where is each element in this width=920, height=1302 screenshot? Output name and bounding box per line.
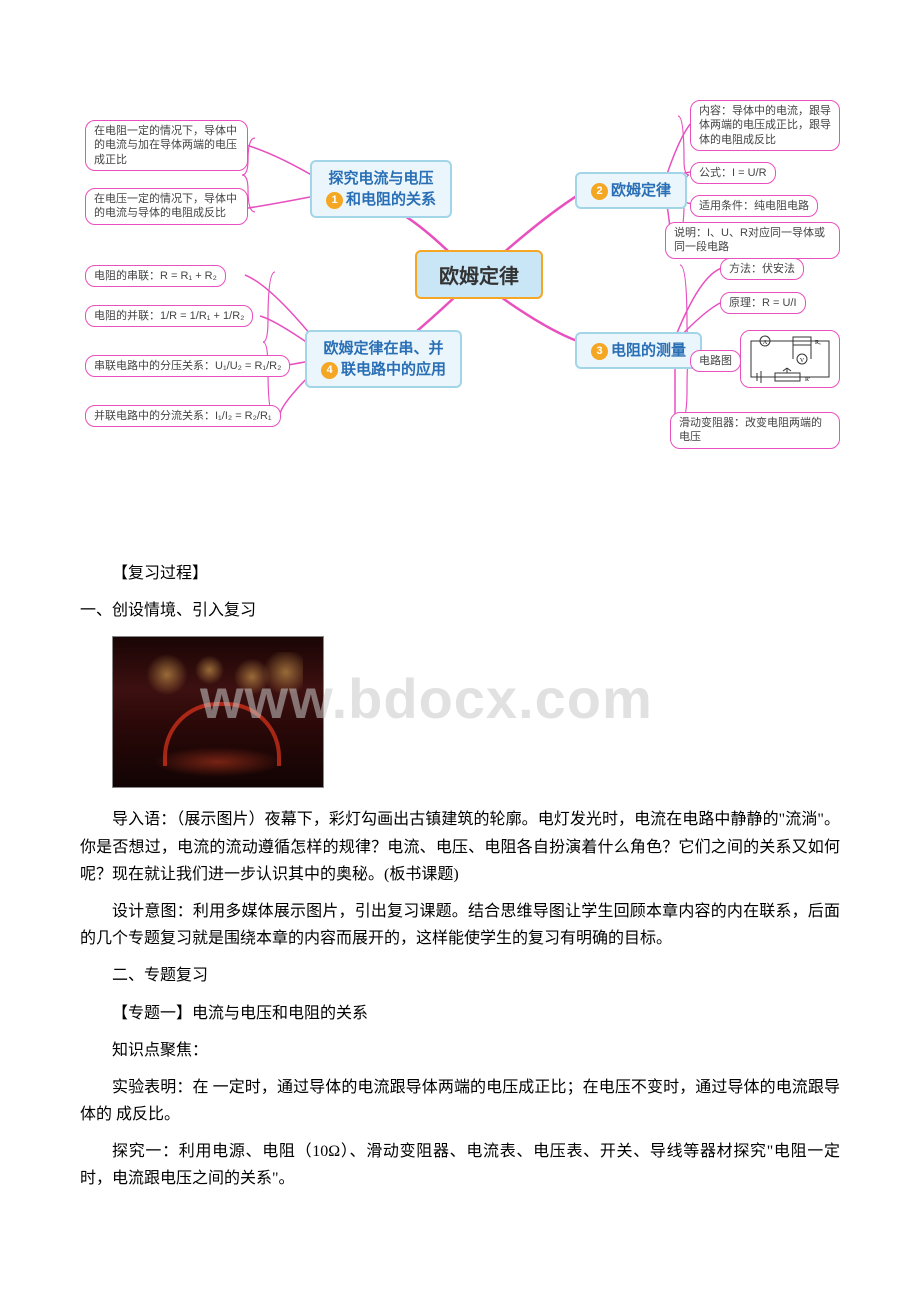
- leaf-8: 公式：I = U/R: [690, 162, 776, 184]
- paragraph-inquiry-1: 探究一：利用电源、电阻（10Ω）、滑动变阻器、电流表、电压表、开关、导线等器材探…: [80, 1138, 840, 1192]
- svg-text:Rₓ: Rₓ: [815, 340, 821, 346]
- leaf-7: 内容：导体中的电流，跟导体两端的电压成正比，跟导体的电阻成反比: [690, 100, 840, 151]
- leaf-11: 方法：伏安法: [720, 258, 804, 280]
- branch-4-line2: 联电路中的应用: [341, 361, 446, 378]
- branch-4-line1: 欧姆定律在串、并: [324, 340, 444, 357]
- branch-2-label: 欧姆定律: [611, 182, 671, 199]
- svg-text:V: V: [800, 358, 805, 364]
- heading-section-2: 二、专题复习: [80, 962, 840, 989]
- paragraph-intro: 导入语：（展示图片）夜幕下，彩灯勾画出古镇建筑的轮廓。电灯发光时，电流在电路中静…: [80, 806, 840, 888]
- leaf-10: 说明：I、U、R对应同一导体或同一段电路: [665, 222, 840, 259]
- branch-2-num: 2: [591, 183, 608, 200]
- leaf-2: 在电压一定的情况下，导体中的电流与导体的电阻成反比: [85, 188, 248, 225]
- circuit-diagram: A Rₓ V R': [740, 330, 840, 388]
- leaf-9: 适用条件：纯电阻电路: [690, 195, 818, 217]
- branch-4-num: 4: [321, 362, 338, 379]
- leaf-1: 在电阻一定的情况下，导体中的电流与加在导体两端的电压成正比: [85, 120, 248, 171]
- branch-1-line2: 和电阻的关系: [346, 191, 436, 208]
- branch-1-num: 1: [326, 192, 343, 209]
- leaf-13: 电路图: [690, 350, 741, 372]
- mindmap-center: 欧姆定律: [415, 250, 543, 299]
- leaf-14: 滑动变阻器：改变电阻两端的电压: [670, 412, 840, 449]
- leaf-3: 电阻的串联：R = R₁ + R₂: [85, 265, 226, 287]
- branch-4: 欧姆定律在串、并 4联电路中的应用: [305, 330, 462, 388]
- heading-section-1: 一、创设情境、引入复习: [80, 597, 840, 624]
- center-label: 欧姆定律: [439, 266, 519, 288]
- branch-1-line1: 探究电流与电压: [329, 170, 434, 187]
- paragraph-design-intent: 设计意图：利用多媒体展示图片，引出复习课题。结合思维导图让学生回顾本章内容的内在…: [80, 898, 840, 952]
- heading-review-process: 【复习过程】: [80, 560, 840, 587]
- content-area: 【复习过程】 一、创设情境、引入复习 www.bdocx.com 导入语：（展示…: [80, 540, 840, 1243]
- paragraph-experiment: 实验表明：在 一定时，通过导体的电流跟导体两端的电压成正比；在电压不变时，通过导…: [80, 1074, 840, 1128]
- branch-3: 3电阻的测量: [575, 332, 702, 369]
- branch-2: 2欧姆定律: [575, 172, 687, 209]
- night-scene-photo: [112, 636, 324, 788]
- heading-topic-1: 【专题一】电流与电压和电阻的关系: [80, 1000, 840, 1027]
- branch-1: 探究电流与电压 1和电阻的关系: [310, 160, 452, 218]
- leaf-12: 原理：R = U/I: [720, 292, 806, 314]
- leaf-4: 电阻的并联：1/R = 1/R₁ + 1/R₂: [85, 305, 253, 327]
- svg-text:R': R': [805, 377, 810, 383]
- leaf-5: 串联电路中的分压关系：U₁/U₂ = R₁/R₂: [85, 355, 290, 377]
- mindmap-container: 欧姆定律 探究电流与电压 1和电阻的关系 2欧姆定律 3电阻的测量 欧姆定律在串…: [80, 60, 840, 510]
- branch-3-label: 电阻的测量: [611, 342, 686, 359]
- svg-text:A: A: [763, 340, 768, 346]
- heading-knowledge-focus: 知识点聚焦：: [80, 1037, 840, 1064]
- leaf-6: 并联电路中的分流关系：I₁/I₂ = R₂/R₁: [85, 405, 281, 427]
- branch-3-num: 3: [591, 343, 608, 360]
